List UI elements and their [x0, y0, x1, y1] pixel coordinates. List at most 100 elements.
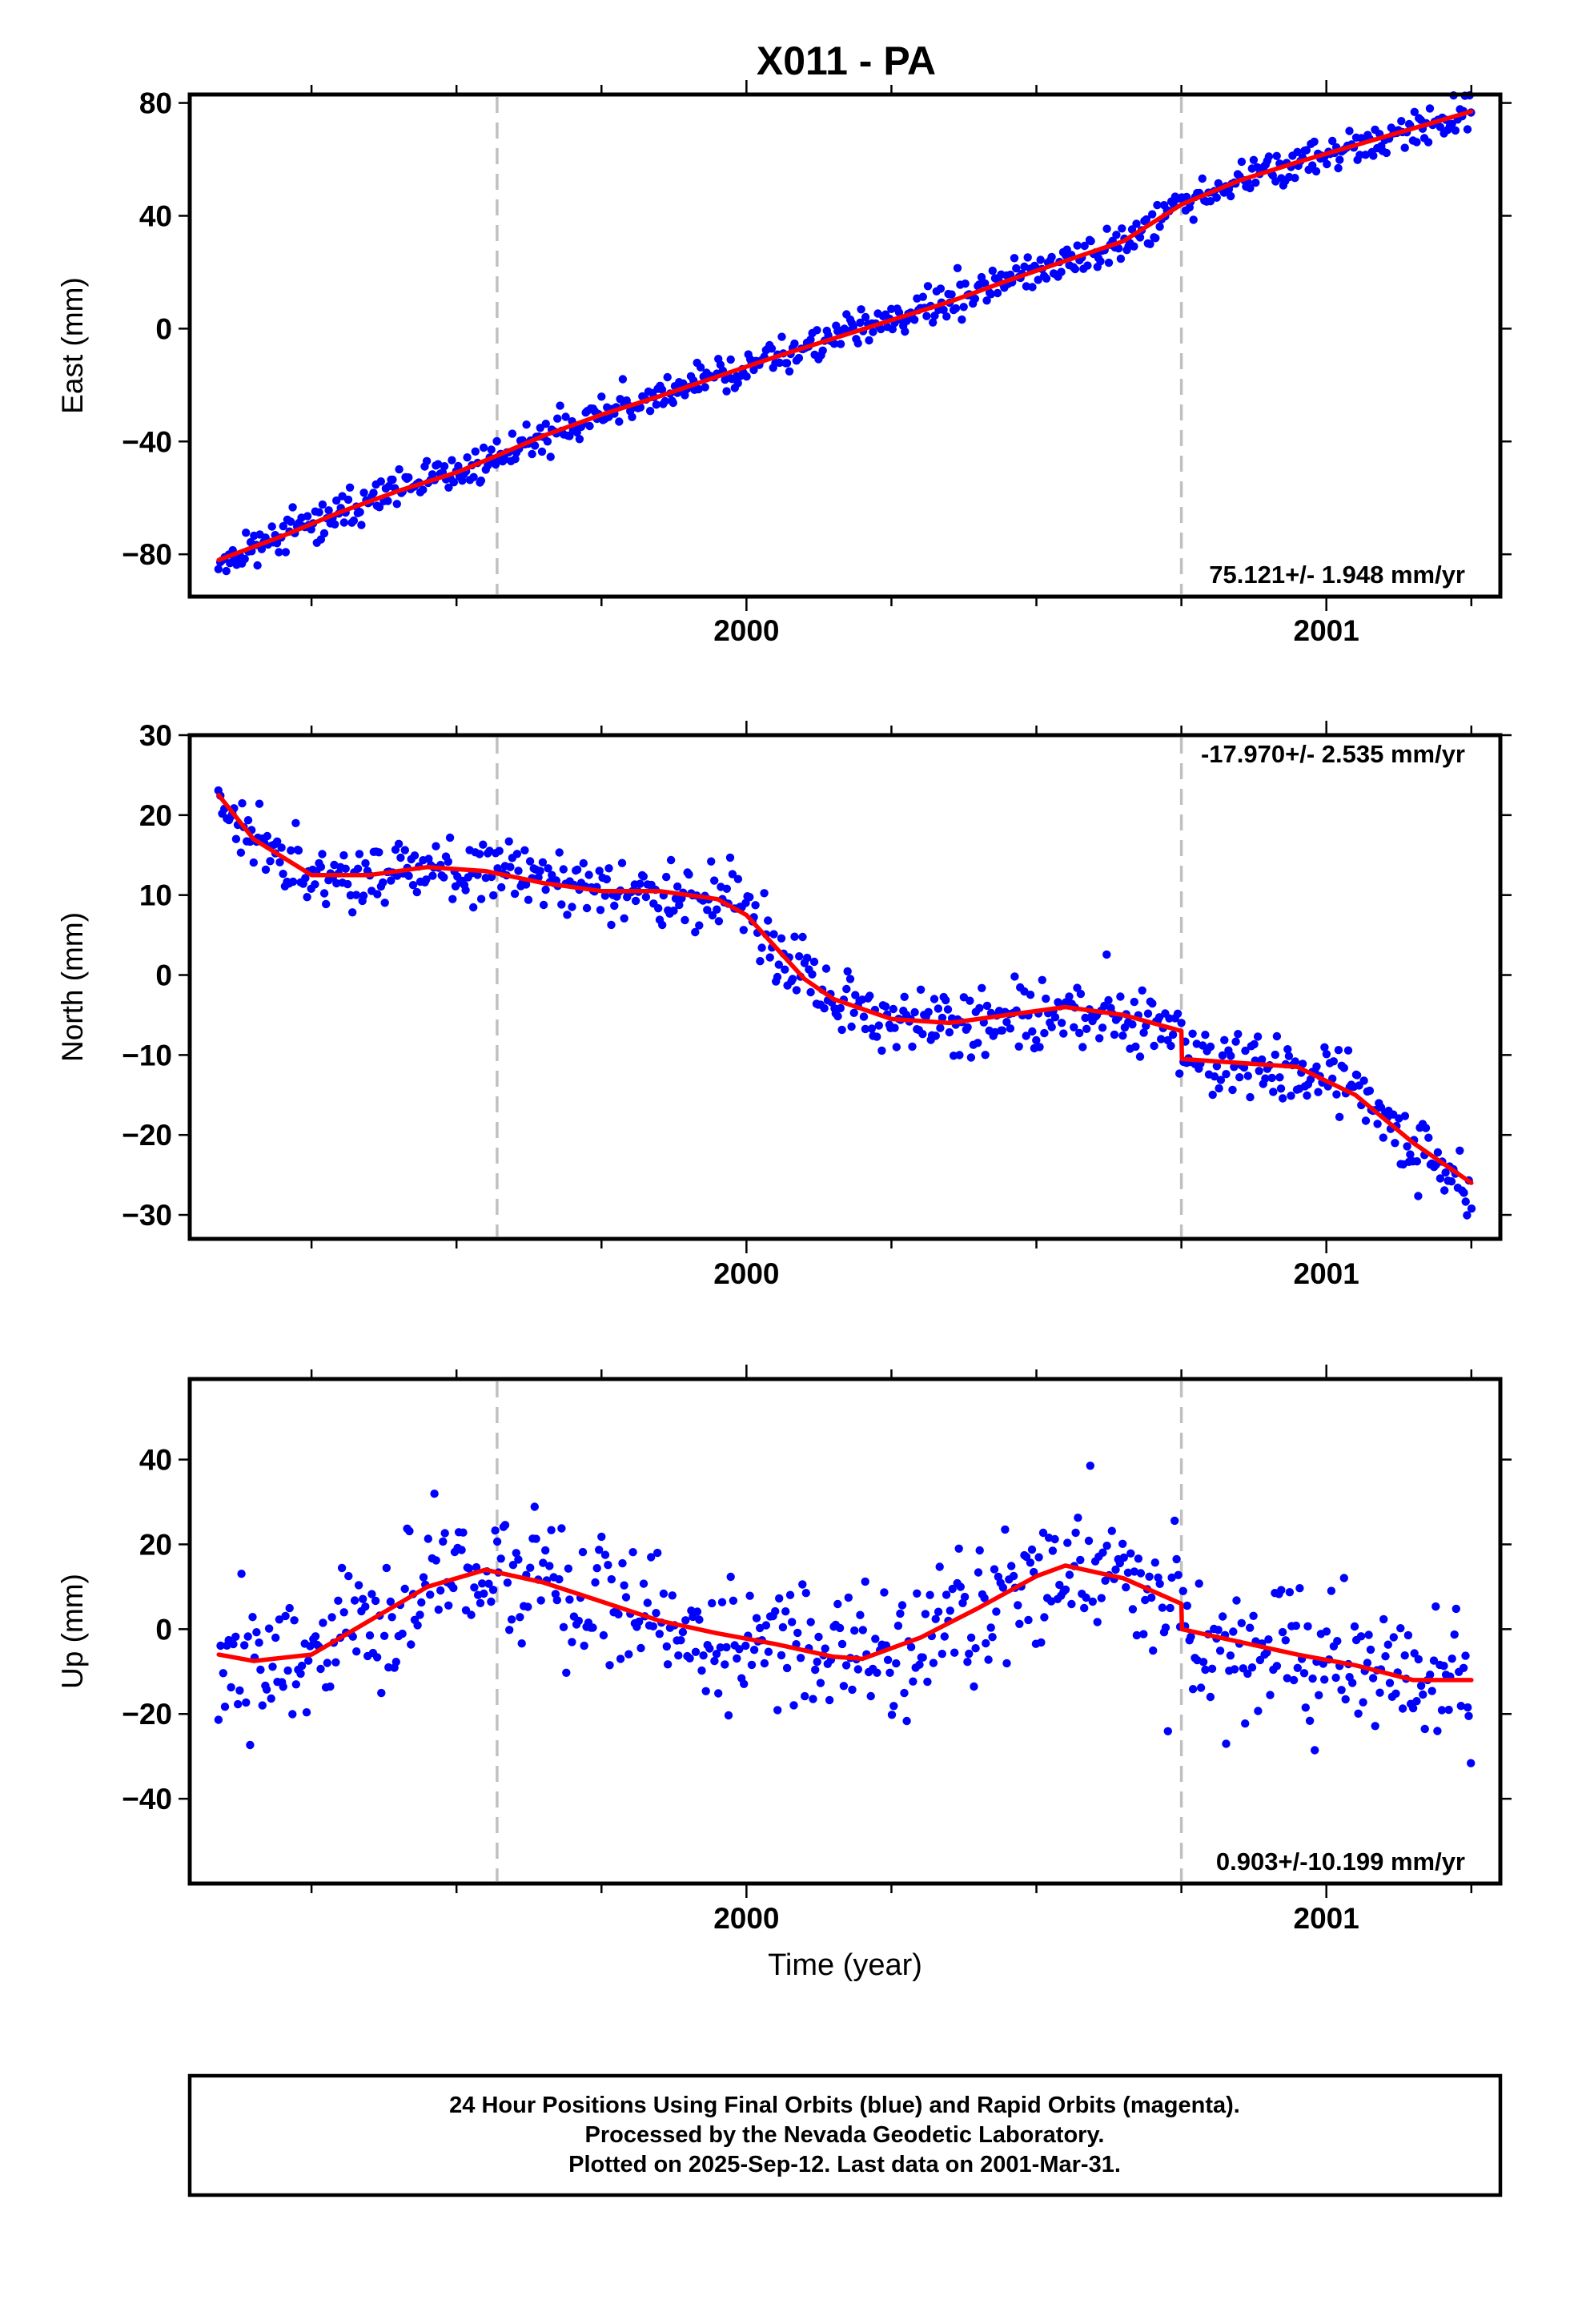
- data-point: [1398, 1704, 1407, 1713]
- data-point: [543, 437, 552, 446]
- data-point: [617, 858, 627, 867]
- data-point: [652, 400, 661, 409]
- data-point: [524, 1602, 532, 1611]
- data-point: [1451, 126, 1460, 135]
- data-point: [1271, 1050, 1280, 1059]
- data-point: [371, 1596, 380, 1606]
- data-point: [343, 495, 353, 505]
- data-point: [1272, 1031, 1282, 1041]
- data-point: [1081, 1013, 1090, 1023]
- data-point: [837, 1025, 846, 1035]
- data-point: [319, 889, 329, 898]
- data-point: [464, 1564, 474, 1573]
- data-point: [557, 1524, 566, 1533]
- data-point: [600, 1550, 610, 1559]
- data-point: [691, 1647, 701, 1656]
- data-point: [579, 858, 588, 868]
- data-point: [1080, 1603, 1089, 1613]
- data-point: [1429, 1656, 1439, 1665]
- y-tick-label: 80: [139, 87, 172, 120]
- data-point: [416, 1610, 424, 1619]
- data-point: [806, 987, 815, 997]
- data-point: [906, 1642, 916, 1651]
- data-point: [582, 903, 592, 913]
- data-point: [1006, 1024, 1015, 1033]
- data-point: [351, 891, 361, 899]
- data-point: [440, 1529, 449, 1538]
- data-point: [959, 993, 969, 1002]
- data-point: [871, 1634, 880, 1643]
- data-point: [1425, 104, 1435, 113]
- data-point: [890, 1023, 899, 1032]
- data-point: [988, 266, 998, 275]
- data-point: [945, 1027, 954, 1037]
- data-point: [1216, 1076, 1226, 1084]
- data-point: [785, 367, 794, 376]
- up-panel: 2000 2001 40 20 0 −20 −40 Up (mm) Time (year) 0.9…: [56, 1365, 1512, 1982]
- data-point: [1315, 1691, 1323, 1699]
- data-point: [1251, 178, 1260, 187]
- data-point: [407, 1640, 416, 1649]
- data-point: [516, 1613, 524, 1622]
- data-point: [998, 1583, 1008, 1592]
- data-point: [372, 1653, 382, 1662]
- data-point: [216, 1641, 225, 1651]
- data-point: [604, 1561, 612, 1570]
- data-point: [229, 1639, 238, 1649]
- data-point: [395, 464, 404, 474]
- data-point: [564, 1564, 573, 1573]
- data-point: [1355, 151, 1364, 159]
- data-point: [334, 1596, 343, 1606]
- data-point: [1038, 975, 1047, 985]
- data-point: [666, 855, 676, 865]
- data-point: [288, 877, 298, 887]
- y-tick-label: 20: [139, 799, 172, 832]
- data-point: [773, 972, 782, 982]
- data-point: [897, 1601, 907, 1610]
- data-point: [974, 1039, 982, 1047]
- data-point: [988, 1633, 997, 1642]
- data-point: [526, 1563, 535, 1572]
- data-point: [833, 1599, 842, 1609]
- data-point: [1023, 253, 1032, 262]
- data-point: [1272, 151, 1281, 160]
- data-point: [1139, 1028, 1148, 1037]
- data-point: [1015, 1619, 1024, 1629]
- data-point: [552, 1595, 561, 1605]
- data-point: [733, 379, 742, 388]
- data-point: [1460, 1188, 1468, 1197]
- data-point: [249, 858, 258, 867]
- data-point: [1352, 1071, 1362, 1080]
- data-point: [1134, 1554, 1143, 1563]
- data-point: [902, 1716, 911, 1726]
- data-point: [536, 1596, 545, 1605]
- data-point: [1136, 1569, 1146, 1578]
- data-point: [1450, 1630, 1459, 1639]
- data-point: [1311, 167, 1321, 176]
- data-point: [510, 889, 520, 899]
- data-point: [910, 316, 919, 324]
- data-point: [1334, 163, 1343, 173]
- data-point: [877, 1046, 886, 1055]
- data-point: [1118, 224, 1126, 233]
- data-point: [699, 1651, 708, 1660]
- data-point: [337, 1563, 347, 1573]
- north-panel: 2000 2001 30 20 10 0 −10 −20 −30 North (mm) -17.97…: [56, 719, 1512, 1290]
- data-point: [1284, 1051, 1294, 1060]
- data-point: [1182, 1601, 1192, 1610]
- data-point: [1210, 1072, 1219, 1081]
- data-point: [1063, 1538, 1072, 1547]
- data-point: [214, 1715, 223, 1724]
- data-point: [568, 1638, 576, 1647]
- data-point: [889, 1004, 898, 1014]
- data-point: [1078, 1043, 1087, 1051]
- data-point: [528, 449, 536, 459]
- data-point: [648, 1622, 657, 1631]
- data-point: [1433, 1148, 1443, 1157]
- x-tick-label: 2001: [1294, 1257, 1359, 1290]
- data-point: [1146, 239, 1154, 248]
- data-point: [595, 866, 604, 875]
- data-point: [1302, 146, 1311, 155]
- data-point: [1037, 1638, 1046, 1647]
- data-point: [1207, 1664, 1217, 1673]
